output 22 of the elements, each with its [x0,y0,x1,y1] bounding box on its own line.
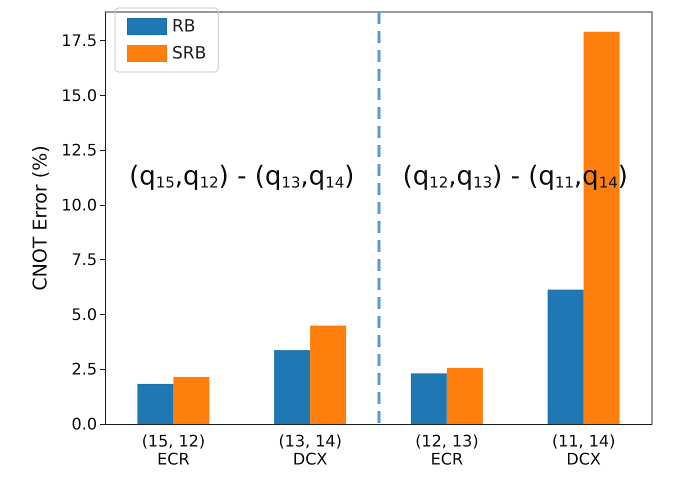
x-tick-label: (12, 13) ECR [415,432,479,468]
bar [310,326,346,424]
y-tick-label: 17.5 [61,30,97,50]
bar [274,350,310,424]
bar [410,373,447,424]
bar [446,368,483,424]
bar [173,376,210,424]
x-tick-label: (13, 14) DCX [278,432,342,468]
bar [137,384,174,424]
y-tick-label: 10.0 [61,195,97,214]
legend-label: RB [172,16,196,36]
y-axis-title: CNOT Error (%) [30,145,52,291]
bar [548,290,584,424]
y-tick-label: 0.0 [72,414,97,434]
y-tick-label: 15.0 [61,86,97,105]
y-tick-label: 12.5 [61,140,97,160]
x-tick-label: (11, 14) DCX [552,432,616,468]
y-tick-label: 7.5 [72,250,97,270]
x-tick-label: (15, 12) ECR [142,432,206,468]
legend-label: SRB [172,44,206,64]
y-tick-label: 5.0 [72,304,97,324]
y-tick-label: 2.5 [72,360,97,379]
